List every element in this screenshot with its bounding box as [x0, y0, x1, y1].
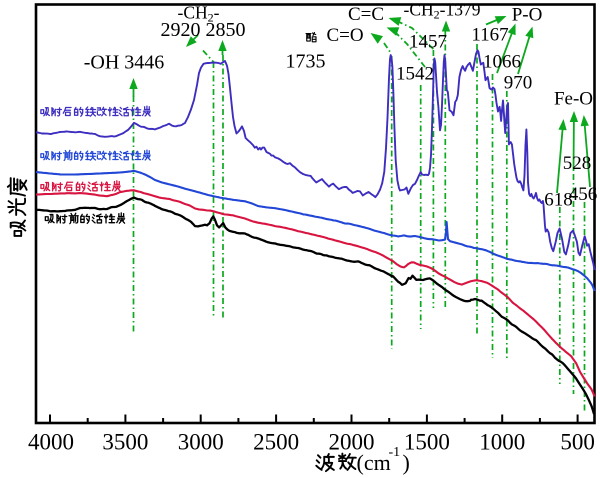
svg-text:-CH2-1379: -CH2-1379 — [404, 0, 481, 22]
svg-text:Fe-O: Fe-O — [554, 89, 593, 110]
svg-text:): ) — [403, 450, 410, 475]
svg-text:1066: 1066 — [483, 52, 521, 73]
svg-text:456: 456 — [569, 184, 598, 205]
svg-text:1167: 1167 — [471, 25, 508, 46]
svg-text:3500: 3500 — [102, 430, 148, 455]
svg-text:2920 2850: 2920 2850 — [161, 19, 246, 41]
svg-text:P-O: P-O — [512, 5, 543, 26]
svg-text:2500: 2500 — [253, 430, 299, 455]
svg-text:3000: 3000 — [178, 430, 224, 455]
svg-text:1500: 1500 — [404, 430, 450, 455]
svg-text:1542: 1542 — [396, 64, 434, 85]
svg-text:500: 500 — [560, 430, 595, 455]
svg-text:-1: -1 — [389, 445, 401, 460]
svg-text:970: 970 — [504, 73, 533, 94]
svg-text:-OH 3446: -OH 3446 — [84, 52, 165, 74]
svg-text:(cm: (cm — [357, 450, 391, 475]
svg-text:2000: 2000 — [329, 430, 375, 455]
svg-text:C=O: C=O — [326, 25, 363, 46]
svg-text:C=C: C=C — [348, 4, 384, 25]
svg-text:528: 528 — [563, 153, 592, 174]
svg-text:1000: 1000 — [479, 430, 525, 455]
svg-text:1457: 1457 — [409, 32, 447, 53]
svg-text:1735: 1735 — [286, 51, 326, 73]
svg-text:4000: 4000 — [28, 430, 74, 455]
svg-text:618: 618 — [544, 190, 573, 211]
